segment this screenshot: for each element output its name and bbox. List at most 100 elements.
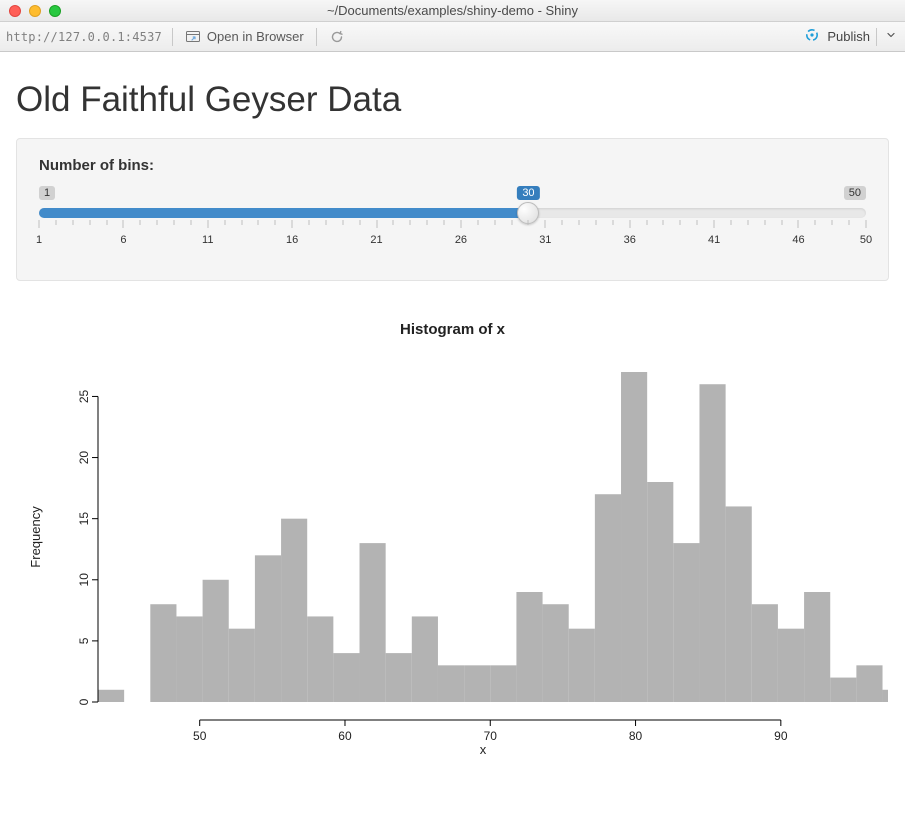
slider-tick [190, 220, 191, 225]
x-tick-label: 50 [193, 729, 207, 743]
slider-ticks: 16111621263136414650 [39, 220, 866, 250]
minimize-window-button[interactable] [29, 5, 41, 17]
slider-tick [781, 220, 782, 225]
y-tick-label: 20 [77, 451, 91, 465]
slider-tick [697, 220, 698, 225]
histogram-bar [777, 629, 803, 702]
histogram-bar [202, 580, 228, 702]
histogram-bar [411, 616, 437, 702]
histogram-bar [516, 592, 542, 702]
toolbar: http://127.0.0.1:4537 Open in Browser [0, 22, 905, 52]
histogram-bar [804, 592, 830, 702]
histogram-bar [281, 519, 307, 702]
slider-tick-label: 36 [624, 234, 636, 246]
y-tick-label: 10 [77, 573, 91, 587]
slider-tick [663, 220, 664, 225]
publish-icon [803, 26, 821, 47]
slider-tick [612, 220, 613, 225]
slider-tick [55, 220, 56, 225]
slider-tick-label: 50 [860, 234, 872, 246]
slider-tick [849, 220, 850, 225]
slider-tick [680, 220, 681, 225]
slider-tick [629, 220, 630, 228]
reload-button[interactable] [323, 27, 351, 47]
publish-label: Publish [827, 29, 870, 44]
slider-tick [325, 220, 326, 225]
slider-tick [595, 220, 596, 225]
slider-tick-label: 31 [539, 234, 551, 246]
slider-tick [528, 220, 529, 225]
slider-fill [39, 208, 528, 218]
slider-tick [747, 220, 748, 225]
address-field[interactable]: http://127.0.0.1:4537 [6, 30, 166, 44]
histogram-bar [385, 653, 411, 702]
slider-tick [376, 220, 377, 228]
slider-tick [224, 220, 225, 225]
histogram-svg: 5060708090x0510152025Frequency [18, 362, 888, 762]
slider-tick-label: 6 [120, 234, 126, 246]
slider-tick [174, 220, 175, 225]
publish-dropdown-button[interactable] [883, 31, 899, 42]
slider-tick [342, 220, 343, 225]
histogram-bar [725, 506, 751, 702]
slider-tick-label: 1 [36, 234, 42, 246]
y-tick-label: 5 [77, 637, 91, 644]
slider-tick [241, 220, 242, 225]
slider-tick [359, 220, 360, 225]
histogram-bar [856, 665, 882, 702]
window-titlebar: ~/Documents/examples/shiny-demo - Shiny [0, 0, 905, 22]
slider-tick [123, 220, 124, 228]
histogram-bar [490, 665, 516, 702]
x-tick-label: 90 [774, 729, 788, 743]
histogram-bar [254, 555, 280, 702]
y-tick-label: 0 [77, 698, 91, 705]
slider-max-badge: 50 [844, 186, 866, 200]
slider-tick [275, 220, 276, 225]
slider-tick [140, 220, 141, 225]
page-content: Old Faithful Geyser Data Number of bins:… [0, 52, 905, 782]
slider-tick [579, 220, 580, 225]
slider-tick [460, 220, 461, 228]
slider-label: Number of bins: [39, 157, 866, 174]
slider-tick-label: 16 [286, 234, 298, 246]
x-axis-label: x [479, 742, 486, 757]
histogram-bar [333, 653, 359, 702]
slider-tick-label: 21 [370, 234, 382, 246]
slider-panel: Number of bins: 1 50 30 1611162126313641… [16, 138, 889, 281]
slider-tick [393, 220, 394, 225]
histogram-bar [437, 665, 463, 702]
slider-tick [258, 220, 259, 225]
histogram-bar [882, 690, 887, 702]
x-tick-label: 80 [628, 729, 642, 743]
bins-slider[interactable]: 1 50 30 16111621263136414650 [39, 186, 866, 256]
zoom-window-button[interactable] [49, 5, 61, 17]
window-title: ~/Documents/examples/shiny-demo - Shiny [0, 3, 905, 18]
publish-button[interactable]: Publish [803, 26, 870, 47]
open-in-browser-button[interactable]: Open in Browser [179, 27, 310, 47]
y-tick-label: 15 [77, 512, 91, 526]
slider-tick [815, 220, 816, 225]
browser-icon [185, 29, 201, 45]
histogram-bar [542, 604, 568, 702]
close-window-button[interactable] [9, 5, 21, 17]
slider-tick [207, 220, 208, 228]
slider-tick-label: 11 [202, 234, 213, 246]
window-controls [0, 5, 61, 17]
slider-tick [798, 220, 799, 228]
slider-tick-label: 46 [792, 234, 804, 246]
slider-tick [410, 220, 411, 225]
slider-min-badge: 1 [39, 186, 55, 200]
y-axis-label: Frequency [28, 506, 43, 568]
slider-value-badge: 30 [517, 186, 539, 200]
slider-tick [89, 220, 90, 225]
toolbar-divider [876, 28, 877, 46]
histogram-bar [150, 604, 176, 702]
open-in-browser-label: Open in Browser [207, 29, 304, 44]
slider-tick [292, 220, 293, 228]
histogram-bar [830, 678, 856, 702]
page-title: Old Faithful Geyser Data [16, 80, 889, 120]
histogram-title: Histogram of x [16, 321, 889, 338]
slider-tick [494, 220, 495, 225]
slider-tick [832, 220, 833, 225]
histogram-bar [98, 690, 124, 702]
